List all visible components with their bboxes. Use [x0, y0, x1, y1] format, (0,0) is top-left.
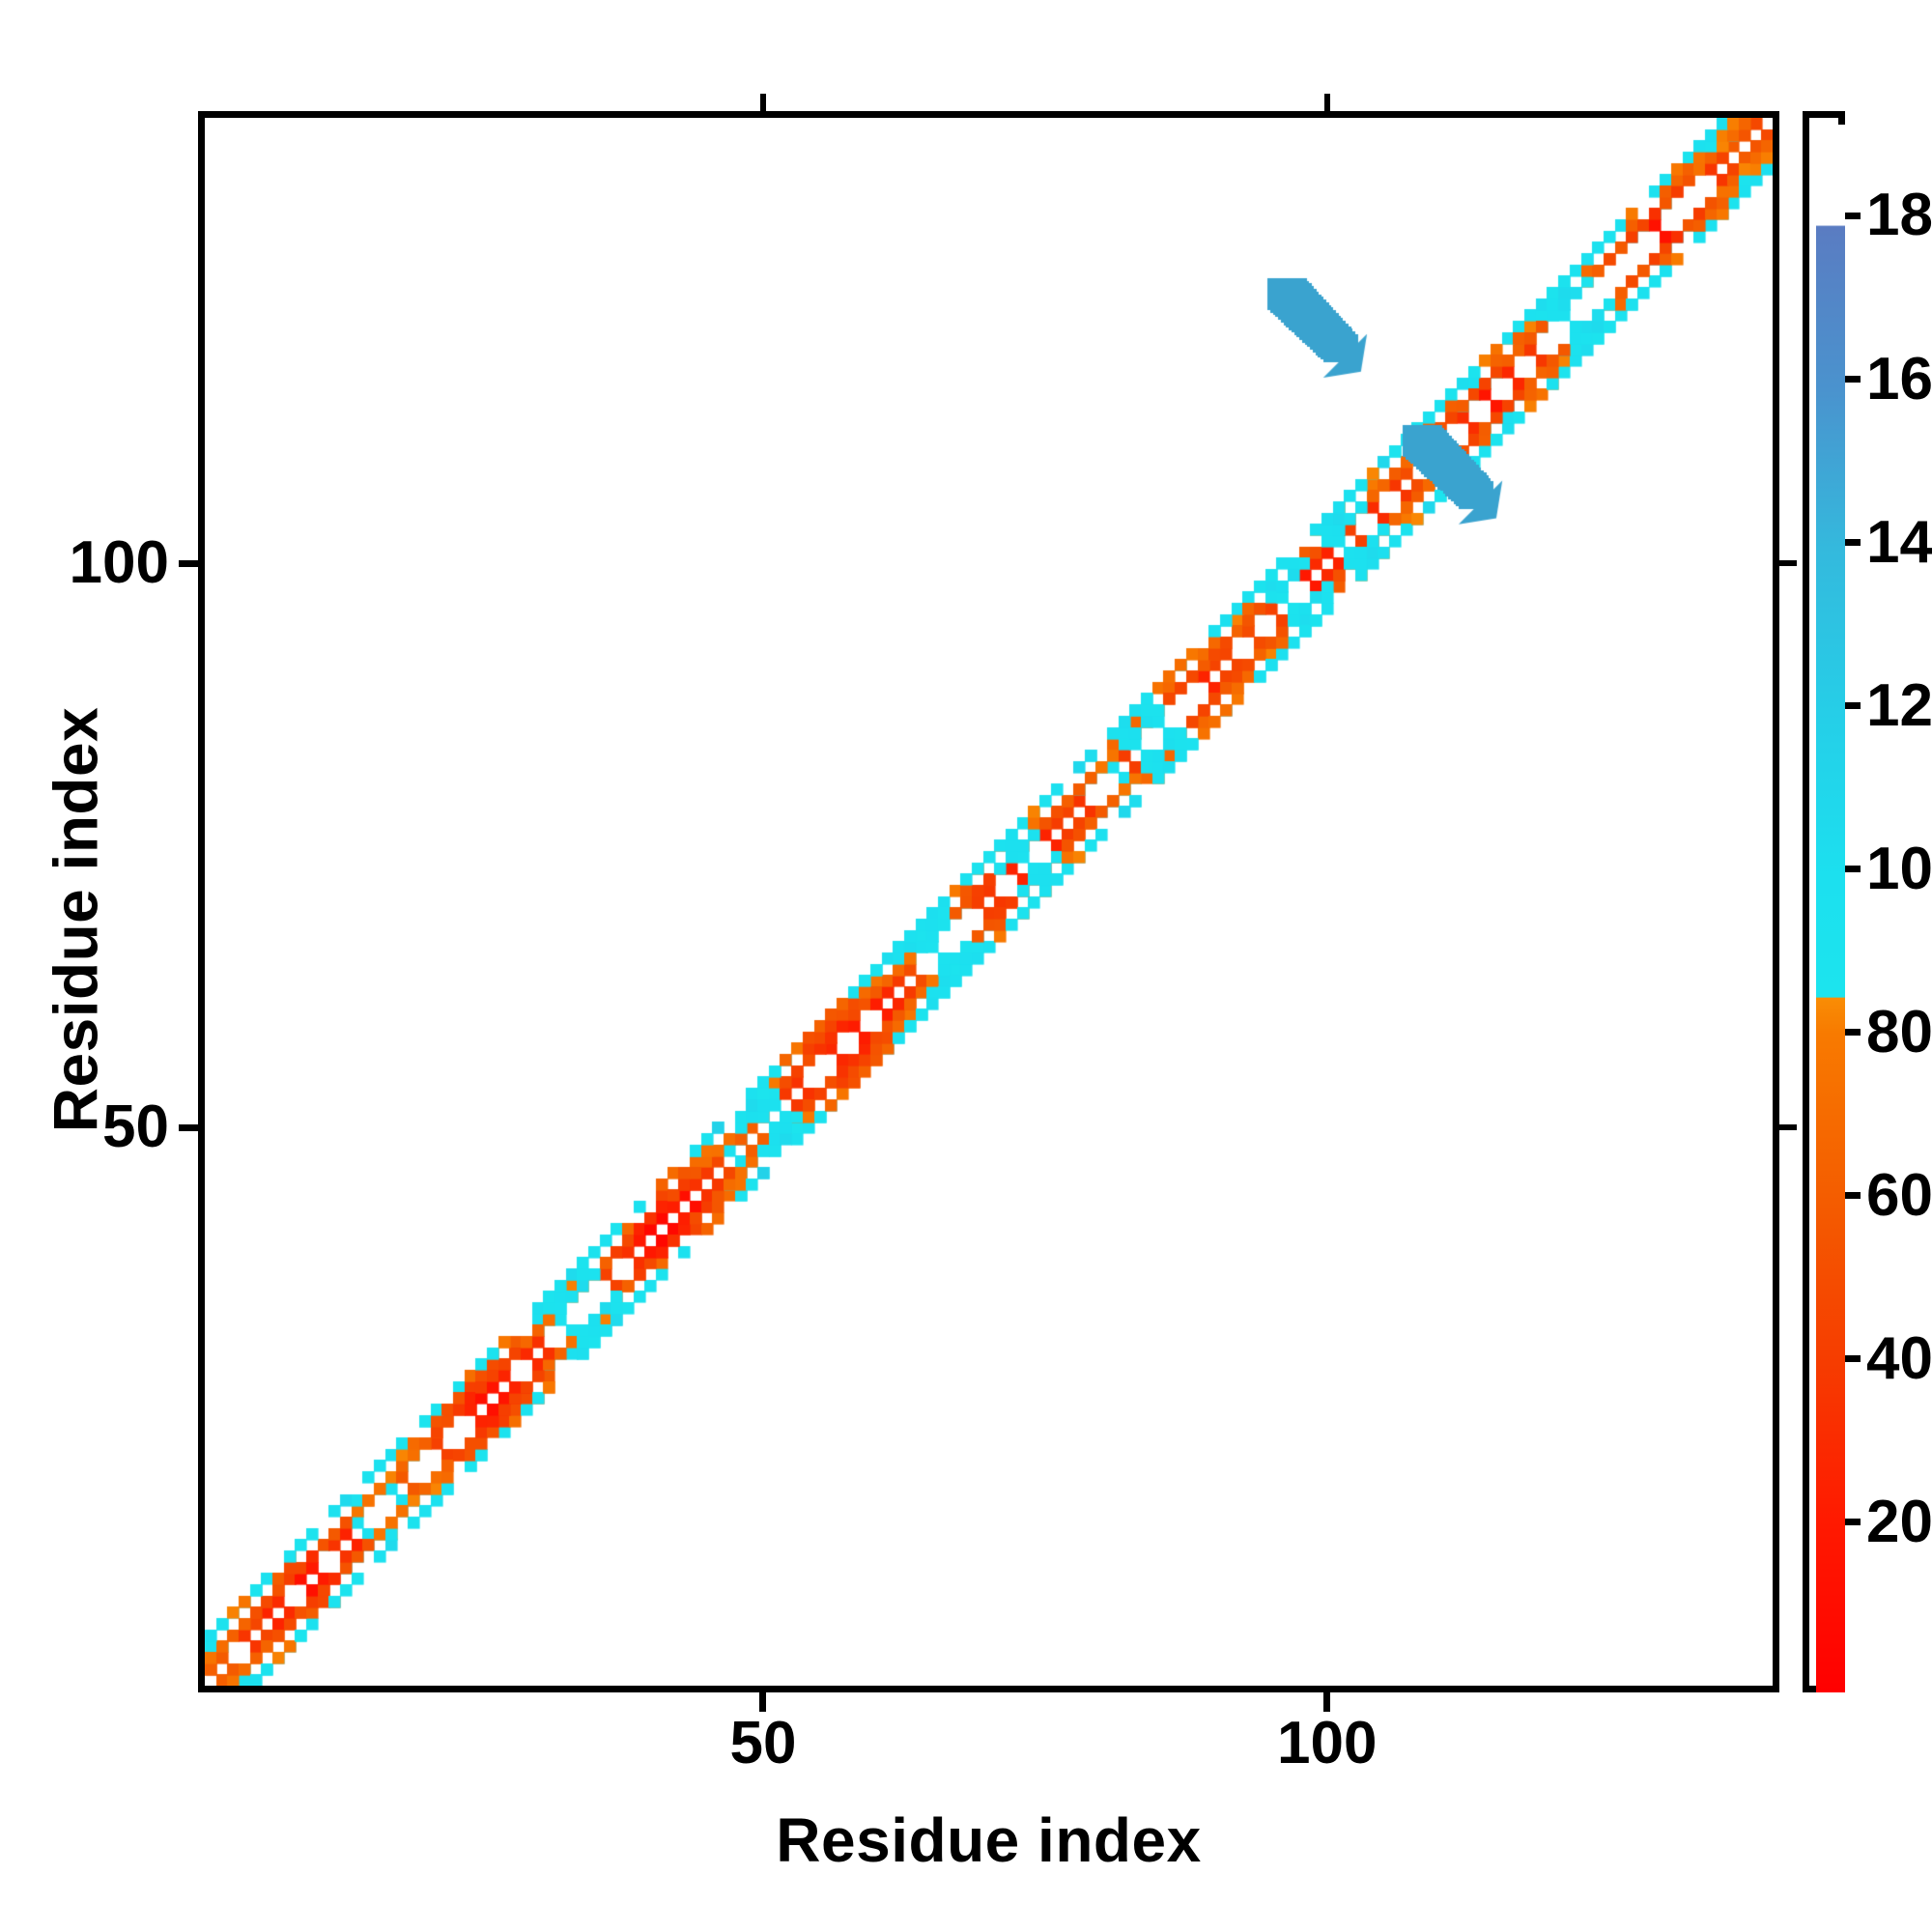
colorbar-tick-label: 120 — [1866, 671, 1932, 739]
y-axis-minor-tick — [1779, 1124, 1797, 1131]
y-axis-tick-label: 100 — [69, 529, 169, 597]
x-axis-tick — [1323, 1692, 1331, 1712]
y-axis-tick — [179, 559, 198, 567]
colorbar-tick-label: 100 — [1866, 835, 1932, 902]
colorbar-tick — [1845, 1519, 1861, 1526]
colorbar-gradient — [1816, 125, 1845, 1692]
y-axis-tick — [179, 1123, 198, 1131]
colorbar-tick — [1845, 1192, 1861, 1200]
x-axis-minor-tick — [759, 94, 766, 111]
y-axis-tick-label: 50 — [102, 1094, 169, 1161]
colorbar-tick — [1845, 539, 1861, 547]
colorbar-tick — [1845, 702, 1861, 710]
colorbar-tick — [1845, 1355, 1861, 1363]
colorbar-tick-label: 80 — [1866, 998, 1932, 1065]
x-axis-title: Residue index — [776, 1805, 1202, 1875]
x-axis-tick-label: 100 — [1277, 1710, 1378, 1776]
colorbar-tick-label: 20 — [1866, 1488, 1932, 1555]
colorbar-tick — [1845, 212, 1861, 219]
colorbar-frame — [1803, 111, 1845, 1692]
heatmap-plot-area — [198, 111, 1779, 1692]
colorbar-tick-label: 180 — [1866, 182, 1932, 249]
colorbar-tick-label: 40 — [1866, 1324, 1932, 1392]
colorbar: 20 40 60 80 100 120 140 160 180 — [1803, 111, 1932, 1692]
colorbar-tick-label: 160 — [1866, 345, 1932, 412]
x-axis-tick-label: 50 — [729, 1710, 797, 1776]
colorbar-tick — [1845, 866, 1861, 873]
x-axis-tick — [759, 1692, 767, 1712]
heatmap-canvas — [205, 118, 1773, 1686]
colorbar-tick-label: 140 — [1866, 508, 1932, 576]
y-axis-minor-tick — [1779, 560, 1797, 567]
colorbar-tick-label: 60 — [1866, 1161, 1932, 1229]
colorbar-tick — [1845, 376, 1861, 383]
y-axis-title: Residue index — [41, 706, 111, 1133]
x-axis-minor-tick — [1323, 94, 1330, 111]
colorbar-tick — [1845, 1029, 1861, 1037]
